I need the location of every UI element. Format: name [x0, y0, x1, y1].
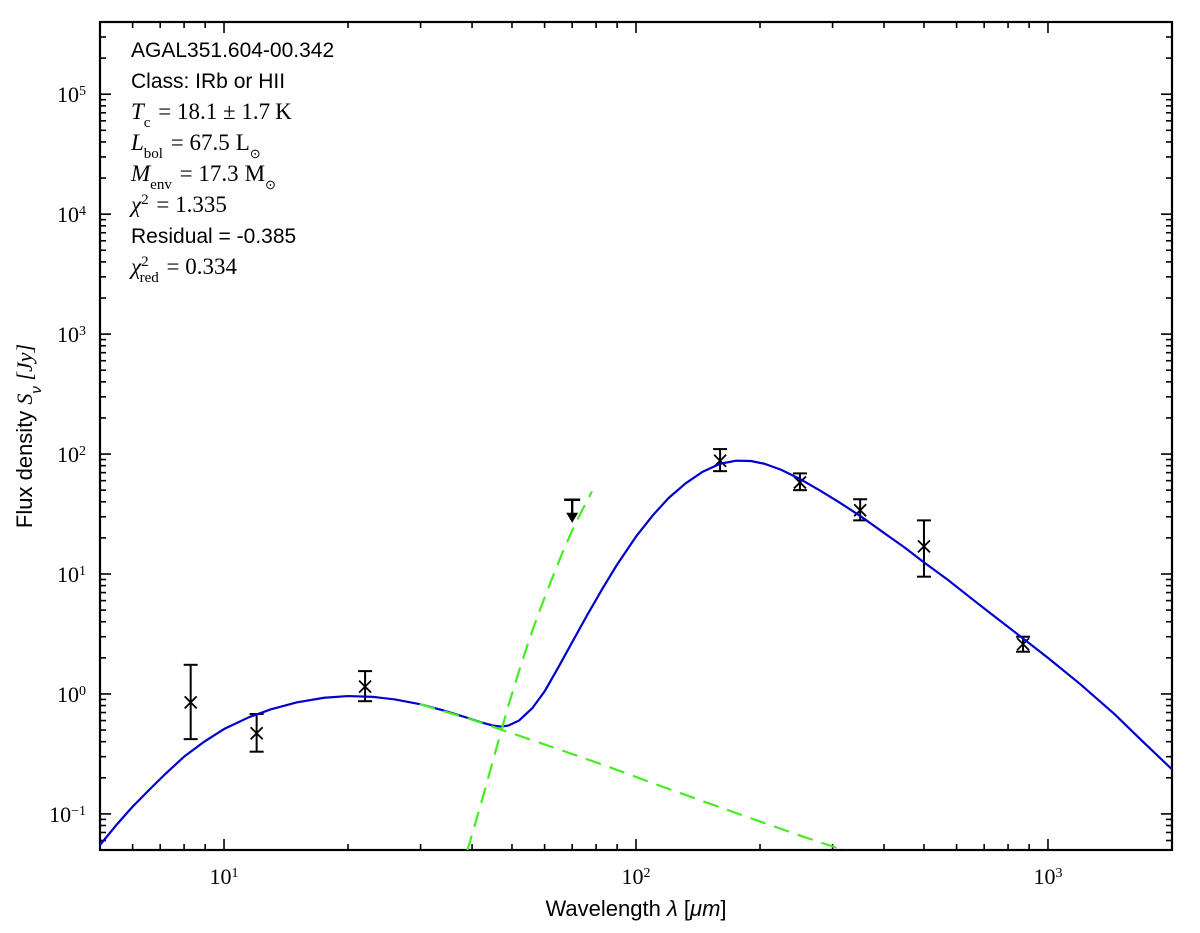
y-tick-label: 10−1: [49, 802, 86, 827]
y-tick-label: 101: [57, 562, 86, 587]
y-tick-label: 104: [57, 202, 86, 227]
data-point: [792, 472, 807, 492]
x-tick-label: 103: [1033, 864, 1062, 889]
annotation-mass: Menv = 17.3 M⊙: [130, 161, 276, 193]
annotation-chi2-red: χ2 red = 0.334: [129, 254, 238, 286]
y-tick-label: 100: [57, 682, 86, 707]
annotation-source-name: AGAL351.604-00.342: [131, 39, 334, 62]
annotation-residual: Residual = -0.385: [131, 225, 296, 248]
curve-cold-component: [466, 491, 593, 850]
y-axis-title: Flux density Sν [Jy]: [12, 344, 45, 528]
x-axis-title: Wavelength λ [μm]: [545, 896, 726, 921]
data-point: [183, 663, 198, 741]
y-tick-label: 102: [57, 442, 86, 467]
curve-total-model-fit: [100, 459, 1172, 847]
data-point: [1016, 635, 1031, 653]
data-point: [249, 713, 264, 753]
y-tick-label: 105: [57, 82, 86, 107]
curve-warm-component: [419, 703, 847, 850]
annotation-luminosity: Lbol = 67.5 L⊙: [130, 130, 261, 162]
annotation-chi2: χ2 = 1.335: [129, 192, 227, 217]
y-tick-label: 103: [57, 322, 86, 347]
x-tick-label: 101: [210, 864, 239, 889]
data-point: [713, 448, 728, 473]
annotation-class: Class: IRb or HII: [131, 70, 285, 93]
plot-frame: [98, 20, 1174, 852]
upper-limit-marker: [564, 498, 581, 523]
annotation-temperature: Tc = 18.1 ± 1.7 K: [131, 99, 292, 131]
x-tick-label: 102: [622, 864, 651, 889]
data-point: [916, 519, 931, 578]
